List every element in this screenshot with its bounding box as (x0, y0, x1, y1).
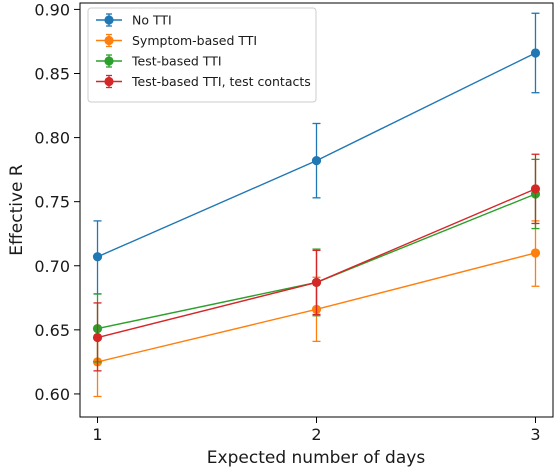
legend-label: Symptom-based TTI (132, 33, 257, 48)
data-point (530, 184, 541, 194)
series-0 (92, 12, 541, 295)
legend-marker (104, 56, 114, 66)
x-axis-title: Expected number of days (207, 448, 426, 468)
data-point (311, 277, 322, 288)
series-layer (92, 12, 541, 398)
data-point (530, 48, 541, 58)
y-tick-label: 0.70 (34, 257, 70, 276)
x-tick-label: 2 (311, 425, 321, 444)
data-point (92, 332, 103, 343)
data-point (92, 252, 103, 262)
legend-marker (104, 35, 114, 46)
legend-label: No TTI (132, 13, 172, 28)
y-tick-label: 0.85 (34, 64, 70, 83)
legend-marker (104, 15, 114, 25)
legend-item: Symptom-based TTI (96, 33, 257, 48)
legend-box (87, 7, 317, 103)
y-tick-label: 0.90 (34, 0, 70, 19)
y-tick-label: 0.80 (34, 129, 70, 148)
legend-item: Test-based TTI, test contacts (96, 74, 311, 89)
y-tick-label: 0.60 (34, 385, 70, 404)
series-3 (92, 153, 541, 372)
data-point (530, 248, 541, 258)
legend: No TTI Symptom-based TTI Test-based TTI Tes… (87, 7, 317, 103)
y-axis-title: Effective R (7, 164, 27, 256)
legend-item: Test-based TTI (96, 54, 222, 69)
legend-label: Test-based TTI (131, 54, 222, 69)
axis-layer: 0.60 0.65 0.70 0.75 0.80 0.85 0.90 1 2 3 (34, 0, 540, 444)
legend-marker (104, 76, 114, 87)
y-tick-label: 0.65 (34, 321, 70, 340)
y-tick-label: 0.75 (34, 193, 70, 212)
data-point (311, 156, 322, 166)
legend-item: No TTI (96, 13, 172, 28)
x-tick-label: 1 (92, 425, 102, 444)
legend-label: Test-based TTI, test contacts (131, 74, 311, 89)
x-tick-label: 3 (530, 425, 540, 444)
